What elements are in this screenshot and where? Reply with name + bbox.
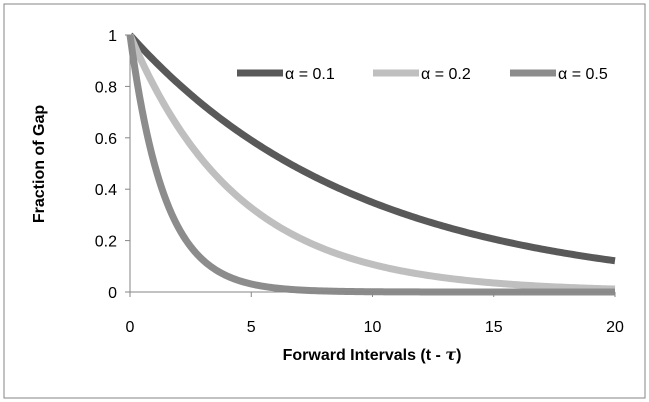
x-axis-label: Forward Intervals (t - τ)	[283, 345, 462, 364]
legend-label: α = 0.2	[421, 66, 471, 83]
x-tick-label: 20	[606, 319, 624, 336]
legend-label: α = 0.5	[558, 66, 608, 83]
x-axis-label-text: Forward Intervals (t -	[283, 347, 446, 364]
y-tick-label: 0.6	[95, 131, 117, 148]
x-tick-label: 10	[364, 319, 382, 336]
y-tick-label: 0.8	[95, 79, 117, 96]
y-tick-label: 0.4	[95, 182, 117, 199]
y-tick-label: 0.2	[95, 234, 117, 251]
y-axis-label: Fraction of Gap	[31, 105, 48, 223]
chart-border	[4, 4, 645, 398]
tau-symbol: τ	[445, 345, 456, 364]
x-tick-label: 5	[247, 319, 256, 336]
y-tick-label: 1	[108, 28, 117, 45]
legend-label: α = 0.1	[285, 66, 335, 83]
x-tick-label: 15	[485, 319, 503, 336]
x-tick-label: 0	[126, 319, 135, 336]
x-axis-label-close: )	[456, 347, 461, 364]
y-tick-label: 0	[108, 285, 117, 302]
